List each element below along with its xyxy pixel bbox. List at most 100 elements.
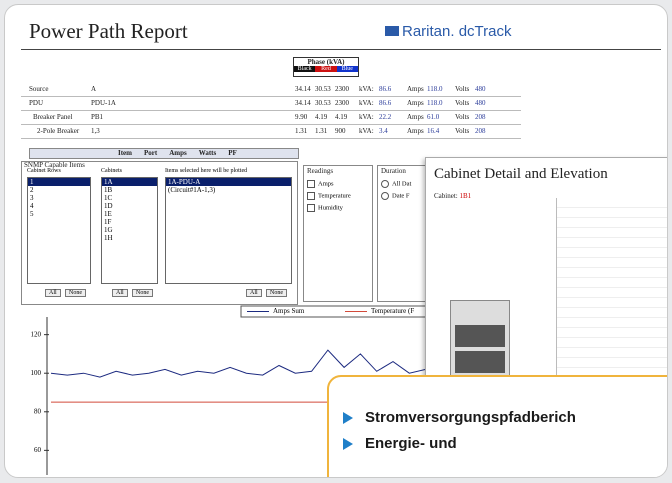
cabinet-key: Cabinet: (434, 192, 458, 200)
y-tick-label: 120 (31, 330, 42, 338)
button[interactable]: All (246, 289, 262, 297)
phase-value: 1.31 (315, 127, 327, 135)
button[interactable]: None (132, 289, 153, 297)
readings-group: Readings AmpsTemperatureHumidity (303, 165, 373, 302)
unit-label: kVA: (359, 113, 374, 121)
cabinet-id: 1B1 (459, 192, 471, 200)
list-title: Cabinets (101, 168, 122, 174)
phase-value: 9.90 (295, 113, 307, 121)
list-item[interactable]: 1A-PDU-A (166, 178, 291, 186)
phase-value: 2300 (335, 85, 349, 93)
option[interactable]: Amps (307, 180, 334, 188)
option[interactable]: All Dat (381, 180, 411, 188)
phase-value: 1.31 (295, 127, 307, 135)
phase-column: Black (294, 66, 315, 72)
option-label: Temperature (318, 192, 351, 199)
phase-value: 30.53 (315, 99, 331, 107)
checkbox (307, 180, 315, 188)
list-item[interactable]: 1H (102, 234, 157, 242)
option-label: All Dat (392, 180, 411, 187)
unit-label: kVA: (359, 127, 374, 135)
phase-value: 4.19 (335, 113, 347, 121)
bullet: Energie- und (343, 435, 457, 452)
row-id: PDU-1A (91, 99, 116, 107)
list-item[interactable]: (Circuit#1A-1,3) (166, 186, 291, 194)
cabinet-title: Cabinet Detail and Elevation (434, 166, 608, 183)
list-item[interactable]: 4 (28, 202, 90, 210)
phase-value: 30.53 (315, 85, 331, 93)
item-column: PF (228, 149, 237, 157)
list-item[interactable]: 3 (28, 194, 90, 202)
list: 1A-PDU-A(Circuit#1A-1,3) (165, 177, 292, 284)
logo-icon (385, 26, 399, 36)
row-rule (21, 124, 521, 125)
unit-value: 86.6 (379, 99, 391, 107)
option-label: Amps (318, 180, 334, 187)
row-rule (21, 110, 521, 111)
list-item[interactable]: 1G (102, 226, 157, 234)
bullet-text: Energie- und (365, 435, 457, 452)
list-title: Items selected here will be plotted (165, 168, 247, 174)
checkbox (307, 192, 315, 200)
report-window: Power Path Report Raritan. dcTrack Phase… (4, 4, 668, 478)
list-item[interactable]: 1 (28, 178, 90, 186)
unit-value: 16.4 (427, 127, 439, 135)
phase-value: 34.14 (295, 99, 311, 107)
unit-label: Volts (455, 99, 469, 107)
unit-label: Amps (407, 113, 424, 121)
row-label: Breaker Panel (33, 113, 72, 121)
rule (21, 49, 661, 50)
list-item[interactable]: 1A (102, 178, 157, 186)
phase-column: Blue (337, 66, 358, 72)
unit-label: kVA: (359, 85, 374, 93)
phase-value: 34.14 (295, 85, 311, 93)
brand-logo: Raritan. dcTrack (385, 23, 511, 40)
item-column: Watts (199, 149, 217, 157)
option-label: Humidity (318, 204, 343, 211)
phase-column: Red (315, 66, 336, 72)
row-label: PDU (29, 99, 43, 107)
list-title: Cabinet Rows (27, 168, 61, 174)
unit-label: Volts (455, 85, 469, 93)
bullet-text: Stromversorgungspfadberich (365, 409, 576, 426)
row-label: Source (29, 85, 48, 93)
unit-label: Amps (407, 85, 424, 93)
unit-value: 118.0 (427, 85, 443, 93)
unit-label: Amps (407, 127, 424, 135)
list-item[interactable]: 5 (28, 210, 90, 218)
unit-label: kVA: (359, 99, 374, 107)
y-tick-label: 60 (34, 446, 42, 454)
row-label: 2-Pole Breaker (37, 127, 79, 135)
list-item[interactable]: 1B (102, 186, 157, 194)
option[interactable]: Humidity (307, 204, 343, 212)
unit-value: 208 (475, 127, 486, 135)
list-item[interactable]: 2 (28, 186, 90, 194)
button[interactable]: None (266, 289, 287, 297)
list-item[interactable]: 1E (102, 210, 157, 218)
list-item[interactable]: 1C (102, 194, 157, 202)
option[interactable]: Date F (381, 192, 410, 200)
phase-value: 900 (335, 127, 346, 135)
option[interactable]: Temperature (307, 192, 351, 200)
unit-value: 208 (475, 113, 486, 121)
item-column: Amps (169, 149, 187, 157)
legend-label: Amps Sum (273, 307, 305, 315)
list-item[interactable]: 1F (102, 218, 157, 226)
unit-value: 86.6 (379, 85, 391, 93)
unit-label: Volts (455, 127, 469, 135)
button[interactable]: All (112, 289, 128, 297)
button[interactable]: All (45, 289, 61, 297)
list-item[interactable]: 1D (102, 202, 157, 210)
row-id: PB1 (91, 113, 103, 121)
legend-label: Temperature (F (371, 307, 414, 315)
y-tick-label: 100 (31, 369, 42, 377)
cabinet-label: Cabinet: 1B1 (434, 192, 471, 200)
checkbox (307, 204, 315, 212)
unit-label: Amps (407, 99, 424, 107)
rack-unit (455, 351, 505, 373)
button[interactable]: None (65, 289, 86, 297)
